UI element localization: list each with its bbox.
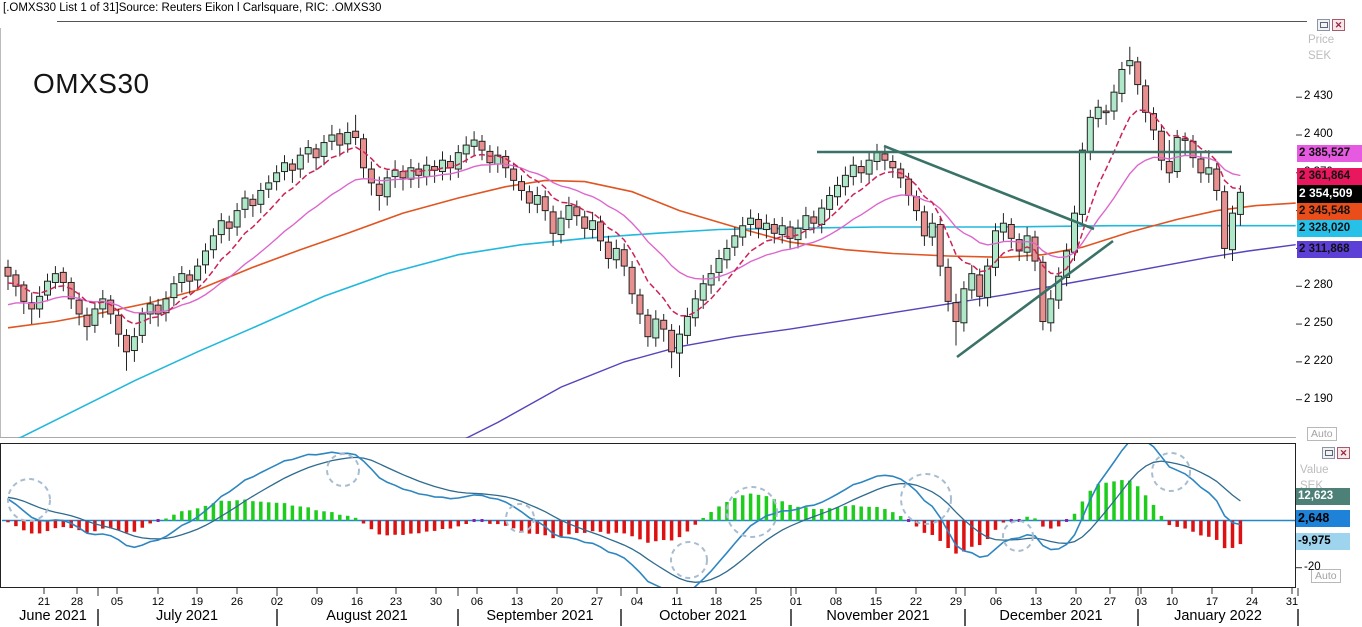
- x-axis-day-label: 05: [110, 596, 124, 608]
- x-axis-day-label: 01: [789, 596, 803, 608]
- value-axis-label: -9,975: [1296, 533, 1350, 550]
- price-axis-tick: 2 190: [1304, 392, 1333, 405]
- x-axis-day-label: 29: [949, 596, 963, 608]
- x-axis-day-label: 16: [350, 596, 364, 608]
- x-axis-day-label: 11: [671, 596, 683, 608]
- x-axis-day-label: 20: [1069, 596, 1083, 608]
- x-axis-day-label: 23: [389, 596, 403, 608]
- x-axis-day-label: 27: [590, 596, 604, 608]
- price-axis-tick: 2 220: [1304, 354, 1333, 367]
- trend-line: [883, 144, 1095, 231]
- close-icon: ✕: [1334, 19, 1343, 30]
- x-axis-day-label: 17: [1205, 596, 1219, 608]
- x-axis-day-label: 31: [1285, 596, 1299, 608]
- value-axis-unit: Value: [1300, 464, 1329, 476]
- x-axis-day-label: 26: [230, 596, 244, 608]
- x-axis-day-label: 21: [37, 596, 51, 608]
- price-axis-label: 2 361,864: [1297, 168, 1362, 185]
- restore-icon: [1324, 450, 1333, 456]
- x-axis-day-label: 27: [1103, 596, 1117, 608]
- price-pane: [4, 46, 1296, 438]
- x-axis-month-label: September 2021: [486, 608, 594, 624]
- price-axis-label: 2 345,548: [1297, 203, 1362, 220]
- minimize-button[interactable]: [1317, 19, 1330, 31]
- highlight-circle: [1151, 452, 1191, 492]
- x-axis-day-label: 20: [550, 596, 564, 608]
- x-axis-day-label: 13: [1029, 596, 1043, 608]
- highlight-circle: [670, 541, 708, 579]
- price-axis-tick: 2 400: [1304, 128, 1333, 140]
- x-axis-day-label: 03: [1134, 596, 1148, 608]
- symbol-label: OMXS30: [33, 68, 150, 99]
- close-button[interactable]: ✕: [1332, 19, 1345, 31]
- price-axis-tick: 2 430: [1304, 90, 1333, 103]
- price-axis-label: 2 385,527: [1297, 145, 1362, 162]
- highlight-circle: [1002, 520, 1034, 552]
- x-axis-day-label: 06: [989, 596, 1003, 608]
- x-axis-day-label: 06: [470, 596, 484, 608]
- x-axis-day-label: 02: [270, 596, 284, 608]
- highlight-circle: [326, 453, 360, 487]
- x-axis-day-label: 19: [190, 596, 204, 608]
- price-axis-tick: 2 280: [1304, 279, 1333, 292]
- x-axis-day-label: 28: [70, 596, 84, 608]
- x-axis-day-label: 13: [510, 596, 524, 608]
- indicator-close-button[interactable]: ✕: [1337, 447, 1350, 459]
- close-icon: ✕: [1339, 447, 1348, 458]
- macd-signal-line: [7, 456, 1241, 583]
- highlight-circle: [726, 486, 778, 538]
- price-axis-currency: SEK: [1308, 50, 1332, 62]
- candles: [4, 46, 1244, 377]
- highlight-circle: [7, 478, 51, 522]
- highlight-circle: [505, 503, 535, 533]
- x-axis-day-label: 12: [151, 596, 165, 608]
- macd-line: [7, 444, 1241, 587]
- x-axis-day-label: 08: [829, 596, 843, 608]
- title-bar: [.OMXS30 List 1 of 31]Source: Reuters Ei…: [3, 2, 382, 14]
- macd-pane: [2, 444, 1295, 587]
- x-axis-day-label: 25: [749, 596, 763, 608]
- x-axis-day-label: 09: [310, 596, 324, 608]
- price-axis-label: 2 354,509: [1297, 185, 1362, 203]
- price-auto-scale-button[interactable]: Auto: [1307, 427, 1337, 441]
- value-axis-label: 12,623: [1296, 488, 1350, 505]
- x-axis-month-label: August 2021: [326, 608, 408, 624]
- x-axis-month-label: July 2021: [155, 608, 219, 624]
- indicator-minimize-button[interactable]: [1322, 447, 1335, 459]
- value-axis-label: 2,648: [1296, 510, 1350, 527]
- highlight-circle: [900, 473, 952, 525]
- x-axis-day-label: 10: [1165, 596, 1179, 608]
- x-axis-month-label: October 2021: [659, 608, 747, 624]
- x-axis-day-label: 04: [630, 596, 644, 608]
- x-axis-day-label: 30: [429, 596, 443, 608]
- price-axis-tick: 2 250: [1304, 317, 1333, 330]
- x-axis-day-label: 18: [709, 596, 723, 608]
- x-axis-month-label: November 2021: [826, 608, 930, 624]
- x-axis-month-label: December 2021: [999, 608, 1103, 624]
- x-axis-month-label: June 2021: [19, 608, 87, 624]
- indicator-auto-scale-button[interactable]: Auto: [1311, 569, 1341, 583]
- x-axis-day-label: 15: [869, 596, 883, 608]
- restore-icon: [1319, 22, 1328, 28]
- price-axis-label: 2 328,020: [1297, 220, 1362, 237]
- price-axis-label: 2 311,868: [1297, 241, 1362, 258]
- value-axis-tick: -20: [1304, 560, 1321, 573]
- x-axis-day-label: 22: [909, 596, 923, 608]
- x-axis-day-label: 24: [1245, 596, 1259, 608]
- trend-line: [956, 239, 1114, 359]
- price-axis-unit: Price: [1308, 34, 1335, 46]
- x-axis-month-label: January 2022: [1174, 608, 1262, 624]
